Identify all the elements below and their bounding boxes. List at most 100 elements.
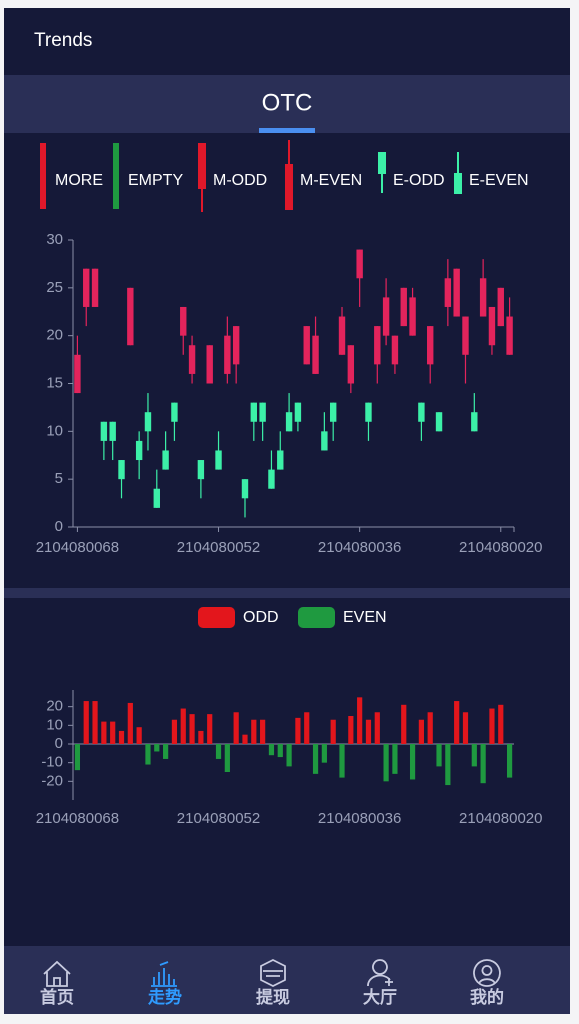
y-tick-label: 30	[46, 231, 63, 248]
legend-swatch	[285, 164, 293, 210]
bar	[365, 719, 372, 744]
bar	[154, 744, 160, 752]
bar	[163, 744, 169, 759]
bar	[198, 730, 204, 744]
nav-label[interactable]: 我的	[470, 987, 504, 1008]
icon-withdraw	[260, 958, 286, 988]
candle-body	[118, 460, 125, 480]
candle-body	[356, 249, 363, 279]
y-tick-label: 10	[46, 422, 63, 439]
candle-body	[162, 450, 169, 470]
bar	[462, 712, 469, 744]
x-tick-label: 2104080052	[177, 810, 260, 827]
candle-body	[83, 268, 90, 307]
candle-body	[462, 316, 469, 355]
y-tick-label: 25	[46, 279, 63, 296]
bar	[110, 721, 116, 744]
nav-label[interactable]: 首页	[40, 987, 74, 1008]
bar	[445, 744, 451, 786]
bar	[401, 704, 407, 744]
candle-body	[171, 402, 178, 422]
bar	[83, 701, 89, 744]
bar	[189, 714, 195, 744]
legend-swatch	[454, 173, 462, 194]
bar	[304, 712, 310, 744]
y-tick-label: -10	[41, 754, 63, 771]
legend-swatch	[40, 143, 46, 209]
candle-body	[109, 421, 116, 441]
icon-mine	[473, 959, 501, 987]
bar	[498, 704, 504, 744]
bar	[312, 744, 319, 774]
x-tick-label: 2104080036	[318, 810, 401, 827]
candle-body	[232, 326, 240, 365]
legend-swatch	[298, 607, 335, 628]
y-tick-label: -20	[41, 772, 63, 789]
candle-body	[259, 402, 266, 422]
nav-label[interactable]: 提现	[256, 988, 290, 1008]
tab-underline	[259, 128, 315, 133]
bar	[339, 744, 345, 778]
candle-body	[153, 488, 160, 508]
bar	[480, 744, 486, 784]
nav-icons	[43, 958, 501, 988]
candle-body	[91, 268, 99, 307]
bar	[277, 744, 283, 758]
bar	[251, 719, 257, 744]
legend-swatch	[378, 152, 386, 174]
candle-body	[312, 335, 319, 374]
candle-body	[391, 335, 399, 365]
separator	[4, 588, 570, 598]
candle-body	[382, 297, 390, 336]
candle-body	[268, 469, 275, 489]
legend-swatch	[198, 607, 235, 628]
candle-body	[144, 412, 152, 432]
candle-body	[374, 326, 381, 365]
candle-body	[435, 412, 443, 432]
candle-body	[329, 402, 337, 422]
x-tick-label: 2104080068	[36, 539, 119, 556]
candle-body	[180, 306, 187, 336]
candle-body	[303, 326, 310, 365]
bar	[286, 744, 292, 767]
app	[4, 8, 570, 1014]
candle-body	[277, 450, 284, 470]
legend-swatch	[198, 143, 206, 189]
candle-body	[74, 354, 81, 394]
y-tick-label: 20	[46, 327, 63, 344]
candle-body	[427, 326, 434, 365]
bar	[489, 708, 495, 744]
legend-label: EMPTY	[128, 172, 183, 189]
candle-body	[206, 345, 213, 384]
nav-label[interactable]: 走势	[148, 987, 182, 1008]
icon-trend	[151, 961, 177, 987]
candle-body	[224, 335, 231, 374]
bar	[101, 721, 107, 744]
legend-label: M-EVEN	[300, 172, 362, 189]
bar	[118, 730, 125, 744]
bar	[127, 702, 133, 744]
legend-label: E-EVEN	[469, 172, 529, 189]
candle-body	[250, 402, 258, 422]
candle-body	[471, 412, 478, 432]
legend-label: M-ODD	[213, 172, 267, 189]
bar	[357, 697, 363, 744]
candle-body	[506, 316, 513, 355]
tab[interactable]: OTC	[262, 89, 313, 116]
bar	[207, 714, 213, 744]
candle-body	[418, 402, 425, 422]
bar	[330, 719, 336, 744]
icon-hall	[367, 959, 393, 987]
x-tick-label: 2104080068	[36, 810, 119, 827]
bar	[471, 744, 477, 767]
bar	[295, 717, 301, 744]
bar	[268, 744, 275, 756]
y-tick-label: 0	[55, 735, 63, 752]
y-tick-label: 20	[46, 698, 63, 715]
candle-body	[400, 287, 407, 327]
bar	[224, 744, 230, 772]
nav-label[interactable]: 大厅	[363, 987, 397, 1008]
bar	[92, 701, 98, 744]
bar	[427, 712, 433, 744]
